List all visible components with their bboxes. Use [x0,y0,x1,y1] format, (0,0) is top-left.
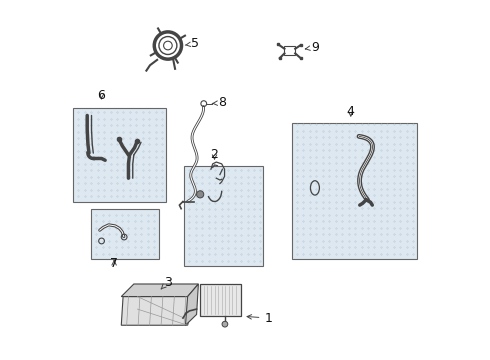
Text: 8: 8 [212,96,226,109]
Text: 7: 7 [110,257,118,270]
Bar [184,166,263,266]
Text: 2: 2 [211,148,219,161]
Text: 1: 1 [247,311,272,325]
Polygon shape [122,284,198,297]
Text: 4: 4 [347,105,355,118]
Text: 3: 3 [161,276,172,289]
Text: 5: 5 [185,37,199,50]
Circle shape [196,191,204,198]
Text: 9: 9 [305,41,319,54]
Bar [292,123,417,259]
Bar [285,46,295,55]
Bar [200,284,242,316]
Circle shape [222,321,228,327]
Bar [73,108,166,202]
Polygon shape [186,284,198,325]
Text: 6: 6 [98,89,105,102]
Polygon shape [122,297,195,325]
Bar [91,209,159,259]
